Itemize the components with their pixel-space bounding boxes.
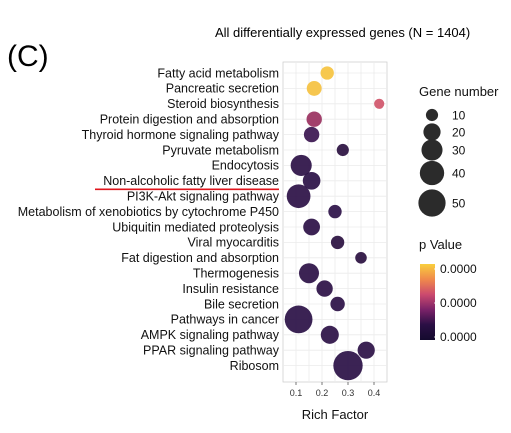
y-tick-label: Protein digestion and absorption <box>100 113 279 127</box>
data-point <box>298 263 320 284</box>
gene-number-legend-dot <box>418 189 446 217</box>
y-tick-label: PPAR signaling pathway <box>143 344 280 358</box>
x-axis-ticks: 0.1 0.2 0.3 0.4 <box>290 382 381 398</box>
data-point <box>286 184 311 209</box>
data-point <box>316 280 333 297</box>
gene-number-legend-title: Gene number <box>419 84 499 99</box>
data-point <box>284 305 313 334</box>
gene-number-legend-dot <box>419 160 445 186</box>
y-tick-label: Pathways in cancer <box>171 313 279 327</box>
p-value-colorbar <box>420 264 435 340</box>
y-tick-label: Viral myocarditis <box>188 236 279 250</box>
data-points <box>284 66 385 381</box>
y-tick-label: Fat digestion and absorption <box>121 251 279 265</box>
data-point <box>320 325 339 344</box>
data-point <box>333 350 363 381</box>
x-tick-label: 0.2 <box>316 388 329 398</box>
y-tick-label: Insulin resistance <box>182 282 279 296</box>
gene-number-legend-label: 30 <box>452 144 466 158</box>
x-axis-title: Rich Factor <box>302 407 369 422</box>
y-axis-labels: Fatty acid metabolism Pancreatic secretio… <box>18 66 280 373</box>
panel-label: (C) <box>7 40 49 73</box>
data-point <box>330 235 345 250</box>
y-tick-label: Endocytosis <box>212 159 279 173</box>
data-point <box>290 154 312 176</box>
data-point <box>330 296 345 312</box>
y-tick-label: Bile secretion <box>204 297 279 311</box>
gene-number-legend: Gene number 10 20 30 40 50 <box>418 84 499 217</box>
p-value-legend-label: 0.0000 <box>440 262 477 276</box>
p-value-legend-title: p Value <box>419 237 462 252</box>
y-tick-label: Pyruvate metabolism <box>162 143 279 157</box>
x-tick-label: 0.4 <box>368 388 381 398</box>
chart-title: All differentially expressed genes (N = … <box>215 25 471 40</box>
y-tick-label: PI3K-Akt signaling pathway <box>127 190 280 204</box>
p-value-legend-label: 0.0000 <box>440 330 477 344</box>
gene-number-legend-label: 10 <box>452 109 466 123</box>
y-tick-label: AMPK signaling pathway <box>141 328 280 342</box>
y-tick-label: Metabolism of xenobiotics by cytochrome … <box>18 205 279 219</box>
gene-number-legend-label: 20 <box>452 126 466 140</box>
data-point <box>320 66 334 80</box>
y-tick-label: Ribosom <box>230 359 279 373</box>
data-point <box>328 204 342 219</box>
gene-number-legend-dot <box>423 123 441 141</box>
y-tick-label: Fatty acid metabolism <box>157 66 279 80</box>
gene-number-legend-label: 50 <box>452 197 466 211</box>
data-point <box>355 252 367 264</box>
p-value-legend-label: 0.0000 <box>440 296 477 310</box>
y-tick-label: Steroid biosynthesis <box>167 97 279 111</box>
gene-number-legend-dot <box>425 108 439 122</box>
data-point <box>357 341 375 359</box>
data-point <box>302 171 321 190</box>
data-point <box>306 111 322 127</box>
y-tick-label: Ubiquitin mediated proteolysis <box>112 220 279 234</box>
data-point <box>336 143 349 157</box>
data-point <box>303 218 320 236</box>
y-tick-label: Thyroid hormone signaling pathway <box>82 128 280 142</box>
x-tick-label: 0.1 <box>290 388 303 398</box>
p-value-legend: p Value 0.0000 0.0000 0.0000 <box>419 237 477 344</box>
y-tick-label: Non-alcoholic fatty liver disease <box>103 174 279 188</box>
x-tick-label: 0.3 <box>342 388 355 398</box>
data-point <box>303 126 320 143</box>
gene-number-legend-dot <box>421 139 443 161</box>
y-tick-label: Thermogenesis <box>193 267 279 281</box>
y-tick-label: Pancreatic secretion <box>166 82 279 96</box>
data-point <box>306 80 322 96</box>
data-point <box>374 98 385 109</box>
gene-number-legend-label: 40 <box>452 167 466 181</box>
